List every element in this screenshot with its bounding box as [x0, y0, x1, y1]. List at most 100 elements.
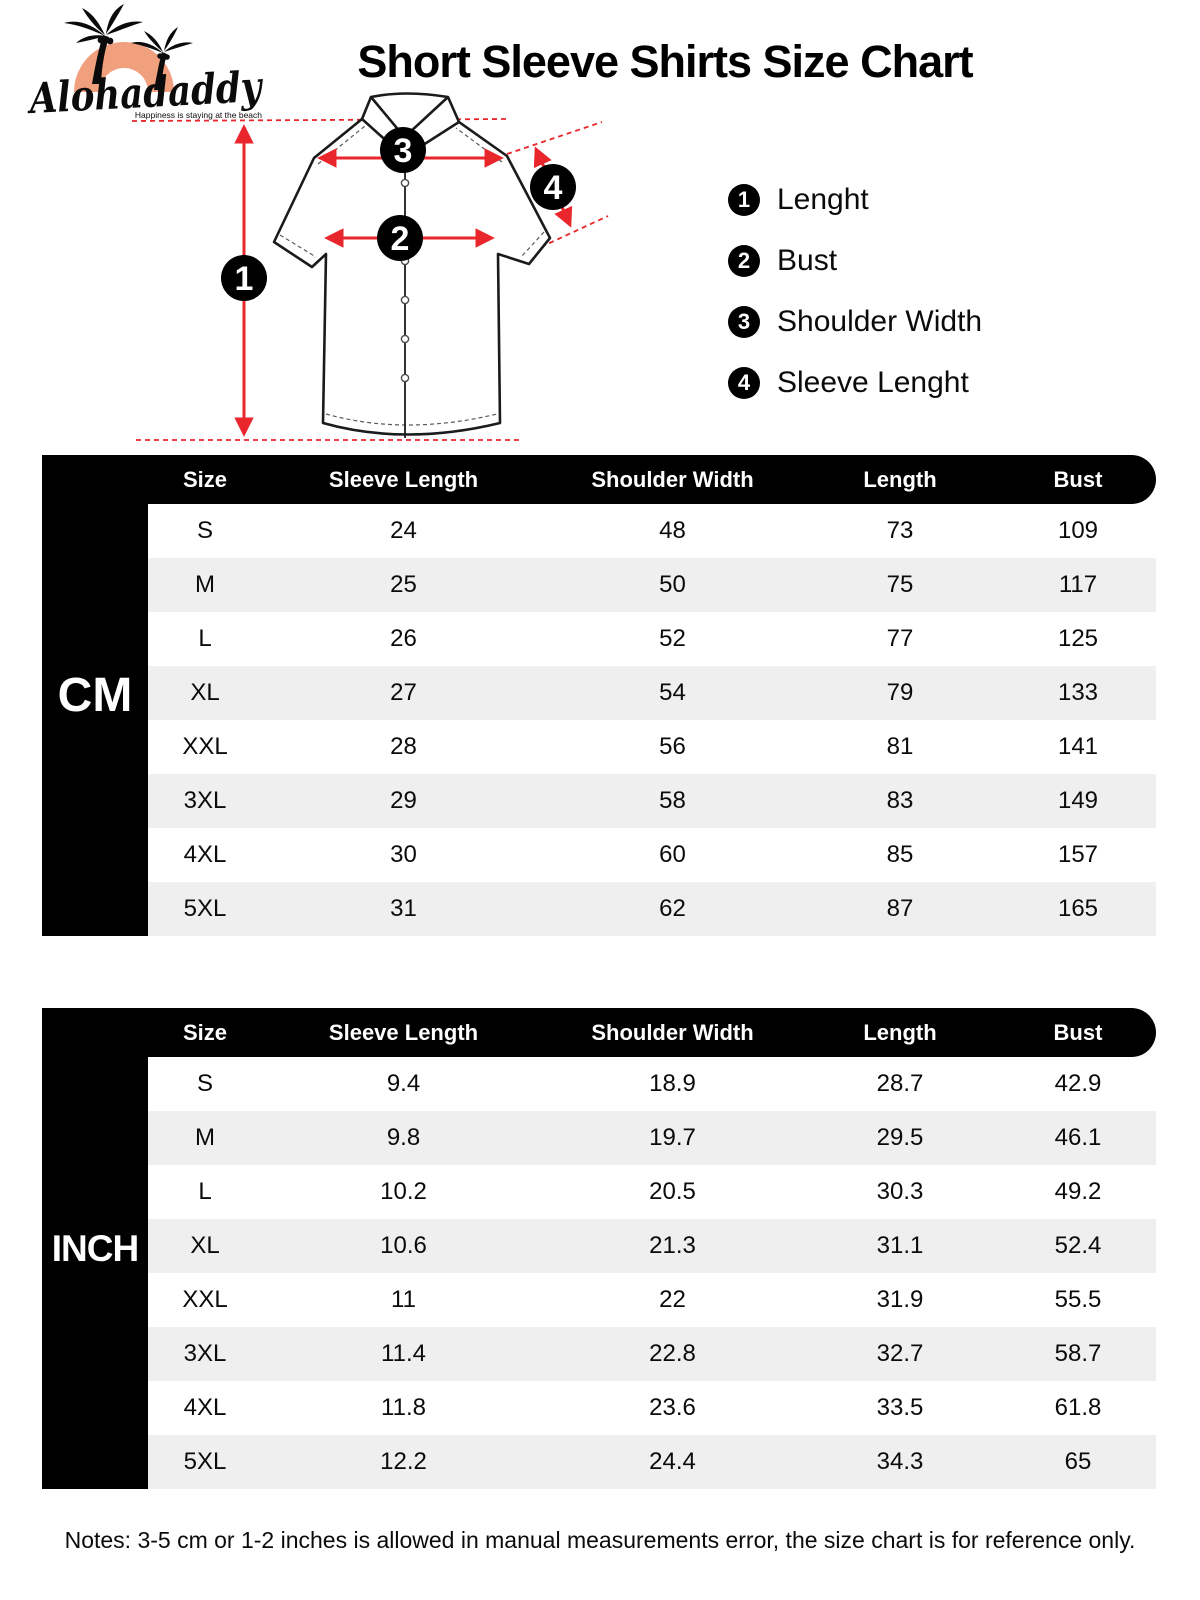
- cell-length: 81: [886, 733, 914, 760]
- cell-bust: 165: [1057, 895, 1099, 922]
- cell-sleeve-length: 27: [390, 679, 417, 706]
- table-row: M 9.8 19.7 29.5 46.1: [148, 1111, 1156, 1165]
- cell-size: M: [195, 1124, 215, 1151]
- cell-bust: 65: [1064, 1448, 1092, 1475]
- cell-length: 85: [886, 841, 914, 868]
- cell-length: 30.3: [876, 1178, 924, 1205]
- cell-size: 3XL: [183, 1340, 227, 1367]
- brand-logo: Alohadaddy Happiness is staying at the b…: [26, 4, 265, 120]
- cell-length: 75: [886, 571, 914, 598]
- cell-length: 33.5: [876, 1394, 924, 1421]
- cell-bust: 42.9: [1054, 1070, 1102, 1097]
- cell-sleeve-length: 28: [390, 733, 417, 760]
- cell-sleeve-length: 11: [391, 1286, 416, 1313]
- legend-label: Sleeve Lenght: [777, 366, 969, 399]
- cell-shoulder-width: 62: [659, 895, 686, 922]
- cell-size: 5XL: [183, 1448, 227, 1475]
- brand-name: Alohadaddy: [26, 62, 265, 120]
- cell-length: 73: [886, 517, 914, 544]
- table-row: 3XL 29 58 83 149: [148, 774, 1156, 828]
- table-row: M 25 50 75 117: [148, 558, 1156, 612]
- table-row: S 24 48 73 109: [148, 504, 1156, 558]
- cell-length: 87: [886, 895, 914, 922]
- table-row: XL 10.6 21.3 31.1 52.4: [148, 1219, 1156, 1273]
- legend-number-badge: 4: [728, 367, 760, 399]
- palm-tree-left-icon: [64, 4, 143, 84]
- cell-shoulder-width: 60: [659, 841, 686, 868]
- cell-length: 28.7: [876, 1070, 924, 1097]
- cell-length: 31.9: [876, 1286, 924, 1313]
- cell-shoulder-width: 24.4: [649, 1448, 696, 1475]
- cell-size: S: [196, 517, 213, 544]
- cell-sleeve-length: 10.6: [380, 1232, 427, 1259]
- cell-length: 31.1: [876, 1232, 924, 1259]
- table-row: S 9.4 18.9 28.7 42.9: [148, 1057, 1156, 1111]
- cell-shoulder-width: 22.8: [649, 1340, 696, 1367]
- cell-sleeve-length: 11.4: [381, 1340, 426, 1367]
- cell-sleeve-length: 9.8: [386, 1124, 421, 1151]
- cell-size: XL: [190, 679, 220, 706]
- legend-item: 1 Lenght: [728, 182, 982, 218]
- table-row: 3XL 11.4 22.8 32.7 58.7: [148, 1327, 1156, 1381]
- page-title: Short Sleeve Shirts Size Chart: [357, 36, 973, 87]
- cell-sleeve-length: 25: [390, 571, 417, 598]
- cell-sleeve-length: 24: [390, 517, 417, 544]
- size-table-inch: INCH Size Sleeve Length Shoulder Width L…: [42, 1008, 1156, 1489]
- cell-size: L: [198, 625, 212, 652]
- legend-label: Shoulder Width: [777, 305, 983, 338]
- palm-tree-right-icon: [131, 27, 193, 90]
- col-header-size: Size: [182, 1019, 228, 1045]
- cell-size: S: [196, 1070, 213, 1097]
- badge-1: 1: [235, 260, 254, 298]
- cell-bust: 46.1: [1054, 1124, 1102, 1151]
- legend-number-badge: 1: [728, 184, 760, 216]
- cell-length: 29.5: [876, 1124, 924, 1151]
- notes-text: Notes: 3-5 cm or 1-2 inches is allowed i…: [64, 1527, 1136, 1553]
- cell-shoulder-width: 58: [659, 787, 686, 814]
- cell-bust: 149: [1057, 787, 1099, 814]
- cell-size: XXL: [182, 733, 228, 760]
- cell-size: L: [198, 1178, 212, 1205]
- shirt-measurement-diagram: 1 2 3 4: [131, 92, 609, 441]
- table-row: L 10.2 20.5 30.3 49.2: [148, 1165, 1156, 1219]
- legend-item: 3 Shoulder Width: [728, 304, 982, 340]
- cell-bust: 133: [1057, 679, 1099, 706]
- cell-shoulder-width: 20.5: [649, 1178, 696, 1205]
- cell-sleeve-length: 30: [390, 841, 417, 868]
- cell-bust: 52.4: [1054, 1232, 1102, 1259]
- cell-shoulder-width: 22: [659, 1286, 686, 1313]
- table-row: 5XL 31 62 87 165: [148, 882, 1156, 936]
- cell-shoulder-width: 54: [659, 679, 686, 706]
- cell-shoulder-width: 52: [659, 625, 686, 652]
- cell-length: 77: [886, 625, 914, 652]
- col-header-length: Length: [863, 1019, 937, 1045]
- cell-size: XXL: [182, 1286, 228, 1313]
- cell-bust: 117: [1058, 571, 1098, 598]
- table-header-inch: Size Sleeve Length Shoulder Width Length…: [42, 1008, 1156, 1057]
- col-header-size: Size: [182, 466, 228, 492]
- cell-size: 4XL: [183, 841, 227, 868]
- cell-shoulder-width: 56: [659, 733, 686, 760]
- table-row: 4XL 11.8 23.6 33.5 61.8: [148, 1381, 1156, 1435]
- cell-shoulder-width: 19.7: [649, 1124, 696, 1151]
- cell-length: 34.3: [876, 1448, 924, 1475]
- badge-3: 3: [394, 132, 413, 170]
- cell-shoulder-width: 50: [659, 571, 686, 598]
- cell-bust: 55.5: [1054, 1286, 1102, 1313]
- table-header-cm: Size Sleeve Length Shoulder Width Length…: [42, 455, 1156, 504]
- cell-bust: 109: [1057, 517, 1099, 544]
- measurement-legend: 1 Lenght 2 Bust 3 Shoulder Width 4 Sleev…: [728, 182, 982, 401]
- col-header-bust: Bust: [1053, 1019, 1103, 1045]
- brand-tagline: Happiness is staying at the beach: [135, 110, 262, 120]
- cell-bust: 49.2: [1054, 1178, 1102, 1205]
- table-row: 5XL 12.2 24.4 34.3 65: [148, 1435, 1156, 1489]
- cell-length: 79: [886, 679, 914, 706]
- cell-bust: 61.8: [1054, 1394, 1102, 1421]
- col-header-sleeve-length: Sleeve Length: [328, 1019, 479, 1045]
- legend-label: Bust: [777, 244, 838, 277]
- size-table-cm: CM Size Sleeve Length Shoulder Width Len…: [42, 455, 1156, 936]
- table-body-inch: S 9.4 18.9 28.7 42.9 M 9.8 19.7 29.5 46.…: [148, 1057, 1156, 1489]
- col-header-length: Length: [863, 466, 937, 492]
- legend-number-badge: 2: [728, 245, 760, 277]
